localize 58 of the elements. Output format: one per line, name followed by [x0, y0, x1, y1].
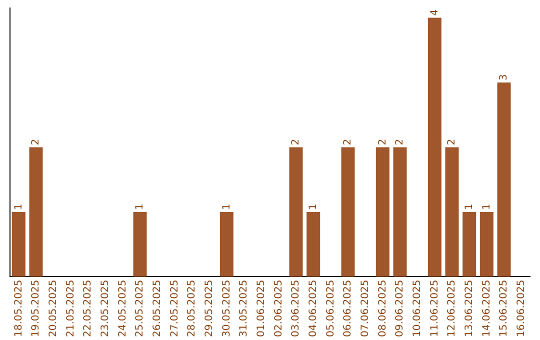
x-tick-label: 22.05.2025	[82, 280, 94, 338]
x-tick-label: 25.05.2025	[134, 280, 146, 338]
data-label: 1	[13, 204, 24, 210]
x-tick-label: 26.05.2025	[152, 280, 163, 338]
x-tick-label: 30.05.2025	[221, 280, 232, 338]
x-tick-label: 04.06.2025	[308, 280, 319, 338]
x-tick-label: 03.06.2025	[290, 280, 302, 338]
x-tick-label: 21.05.2025	[65, 280, 76, 338]
bar	[393, 147, 407, 277]
x-tick-label: 09.06.2025	[394, 280, 406, 338]
data-label: 2	[377, 138, 388, 146]
bar	[480, 212, 494, 277]
x-tick-label: 20.05.2025	[48, 280, 59, 338]
x-tick-label: 14.06.2025	[481, 280, 492, 338]
data-label: 3	[498, 74, 510, 80]
data-label: 1	[308, 204, 319, 210]
bar	[497, 82, 511, 277]
x-tick-label: 02.06.2025	[273, 280, 284, 338]
x-tick-label: 31.05.2025	[238, 280, 250, 338]
bar	[428, 18, 442, 277]
data-label: 1	[221, 204, 232, 210]
data-label: 1	[134, 204, 146, 210]
data-label: 2	[290, 138, 302, 146]
x-tick-label: 07.06.2025	[360, 280, 371, 338]
x-tick-label: 28.05.2025	[186, 280, 198, 338]
x-tick-label: 12.06.2025	[446, 280, 458, 338]
bar	[376, 147, 390, 277]
x-tick-label: 19.05.2025	[30, 280, 42, 338]
bar	[341, 147, 355, 277]
bar	[29, 147, 43, 277]
data-label: 4	[429, 9, 440, 16]
x-tick-label: 27.05.2025	[169, 280, 180, 338]
data-label: 1	[464, 204, 475, 210]
bar	[445, 147, 459, 277]
data-label: 2	[30, 138, 42, 146]
bar	[220, 212, 234, 277]
x-tick-label: 24.05.2025	[117, 280, 128, 338]
x-tick-label: 13.06.2025	[464, 280, 475, 338]
bar	[133, 212, 147, 277]
x-tick-label: 06.06.2025	[342, 280, 354, 338]
x-tick-label: 01.06.2025	[256, 280, 267, 338]
data-label: 2	[394, 138, 406, 146]
bar	[12, 212, 26, 277]
x-tick-label: 08.06.2025	[377, 280, 388, 338]
x-tick-label: 10.06.2025	[412, 280, 423, 338]
x-tick-label: 05.06.2025	[325, 280, 336, 338]
x-tick-label: 18.05.2025	[13, 280, 24, 338]
x-tick-label: 23.05.2025	[100, 280, 111, 338]
bar	[289, 147, 303, 277]
x-tick-label: 16.06.2025	[516, 280, 527, 338]
data-label: 2	[446, 138, 458, 146]
data-label: 1	[481, 204, 492, 210]
bar	[462, 212, 476, 277]
x-tick-label: 11.06.2025	[429, 280, 440, 338]
x-tick-label: 15.06.2025	[498, 280, 510, 338]
x-tick-label: 29.05.2025	[204, 280, 215, 338]
data-label: 2	[342, 138, 354, 146]
bar	[306, 212, 320, 277]
